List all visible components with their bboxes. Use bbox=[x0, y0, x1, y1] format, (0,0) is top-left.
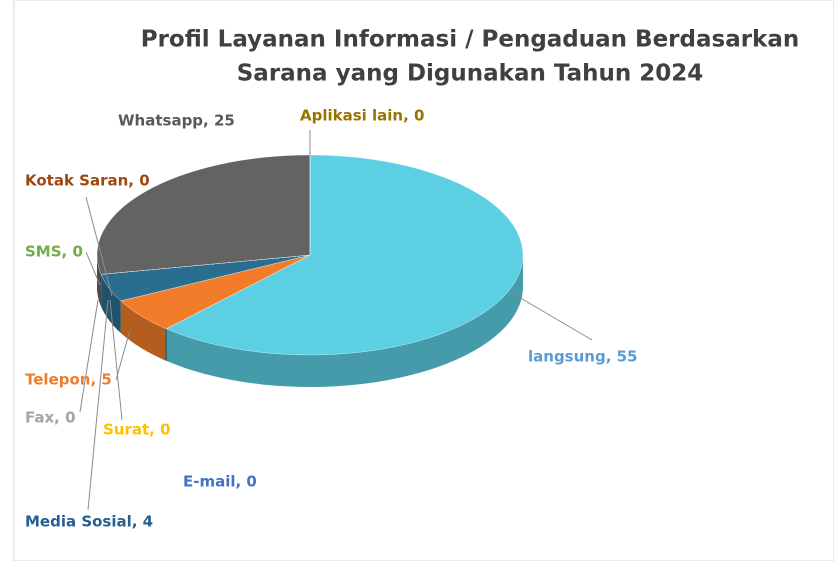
slice-side-shade bbox=[101, 274, 121, 333]
slice-side bbox=[101, 274, 121, 333]
data-label: Whatsapp, 25 bbox=[118, 112, 235, 130]
slice-side bbox=[166, 255, 523, 387]
chart-title: Profil Layanan Informasi / Pengaduan Ber… bbox=[141, 27, 800, 53]
data-label: Fax, 0 bbox=[25, 409, 76, 427]
data-label: Media Sosial, 4 bbox=[25, 513, 153, 531]
slice-side bbox=[97, 255, 101, 307]
leader-line bbox=[115, 329, 131, 381]
chart-title: Sarana yang Digunakan Tahun 2024 bbox=[237, 61, 704, 87]
data-label: E-mail, 0 bbox=[183, 473, 257, 491]
slice: Whatsapp bbox=[96, 154, 311, 275]
slice-side bbox=[120, 300, 167, 361]
leader-line bbox=[511, 292, 593, 341]
data-label: Telepon, 5 bbox=[25, 371, 112, 389]
data-label: Surat, 0 bbox=[103, 421, 171, 439]
data-label: Kotak Saran, 0 bbox=[25, 172, 150, 190]
slice-side-shade bbox=[97, 255, 101, 307]
pie-tops: langsungE-mailSuratTeleponFaxMedia Sosia… bbox=[96, 154, 523, 356]
data-labels: langsung, 55 E-mail, 0 Surat, 0 Telepon, 5 F… bbox=[25, 107, 638, 531]
leader-line bbox=[79, 299, 99, 413]
data-label: SMS, 0 bbox=[25, 243, 83, 261]
pie-sides bbox=[97, 255, 523, 387]
leader-line bbox=[85, 196, 113, 297]
data-label: Aplikasi lain, 0 bbox=[300, 107, 424, 125]
slice-side-shade bbox=[166, 255, 523, 387]
data-label: langsung, 55 bbox=[528, 348, 638, 366]
slice-side-shade bbox=[120, 300, 167, 361]
slice: langsung bbox=[165, 154, 523, 356]
leader-line bbox=[85, 251, 101, 286]
leader-line bbox=[87, 299, 109, 511]
leader-line bbox=[109, 299, 123, 421]
